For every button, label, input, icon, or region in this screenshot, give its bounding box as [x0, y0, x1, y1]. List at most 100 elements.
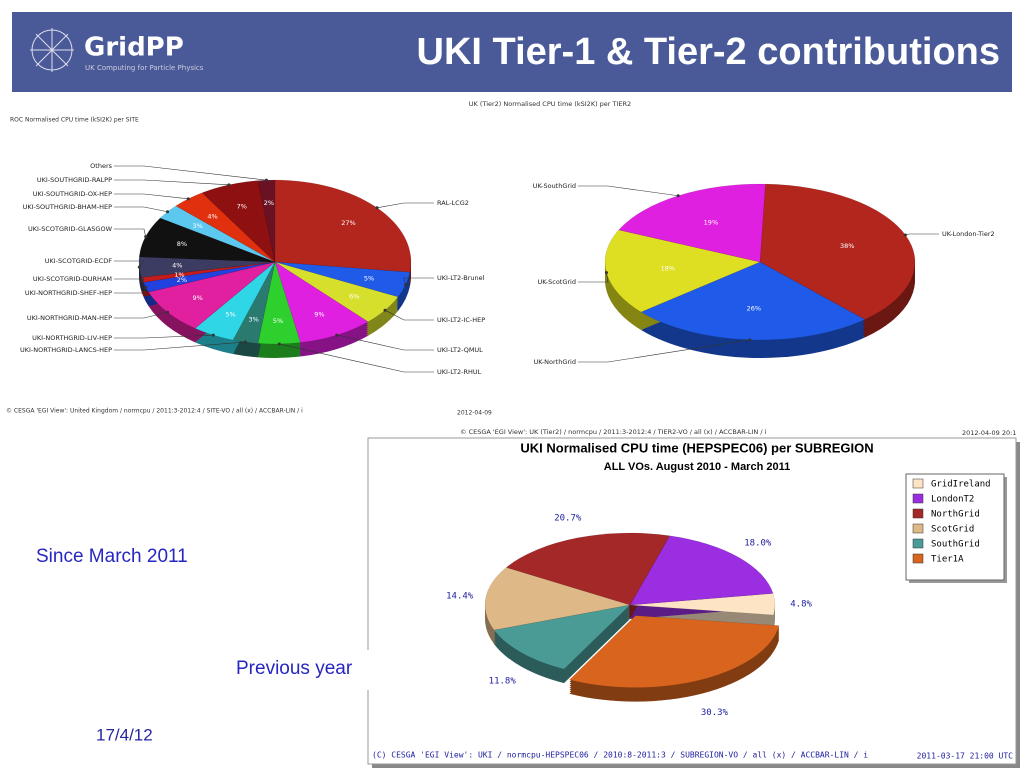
leader-line — [114, 228, 146, 237]
category-label: UK-ScotGrid — [537, 278, 576, 286]
leader-dot — [227, 183, 231, 187]
category-label: UKI-LT2-Brunel — [437, 274, 485, 282]
value-label: 19% — [704, 218, 718, 226]
category-label: UKI-LT2-IC-HEP — [437, 316, 485, 324]
leader-dot — [144, 235, 148, 239]
legend-label: NorthGrid — [931, 510, 980, 520]
chart-footer: © CESGA 'EGI View': UK (Tier2) / normcpu… — [460, 428, 767, 436]
value-label: 18% — [661, 264, 675, 272]
value-label: 4% — [172, 262, 182, 270]
legend-swatch — [912, 553, 924, 564]
legend-swatch — [912, 508, 924, 519]
leader-line — [578, 185, 679, 197]
leader-line — [114, 165, 267, 181]
category-label: UKI-SCOTGRID-ECDF — [45, 257, 113, 265]
category-label: UKI-SOUTHGRID-BHAM-HEP — [23, 203, 112, 211]
leader-dot — [335, 333, 339, 337]
category-label: UK-London-Tier2 — [942, 230, 995, 238]
value-label: 26% — [747, 305, 761, 313]
chart-footer-date: 2011-03-17 21:00 UTC — [917, 752, 1014, 761]
pie-slice — [569, 615, 780, 688]
leader-dot — [243, 340, 247, 344]
value-label: 7% — [237, 202, 247, 210]
leader-line — [114, 193, 189, 200]
leader-dot — [404, 283, 408, 287]
leader-line — [403, 277, 434, 285]
leader-line — [376, 202, 434, 209]
leader-line — [114, 341, 246, 351]
logo-tagline: UK Computing for Particle Physics — [85, 64, 204, 72]
leader-dot — [166, 210, 170, 214]
category-label: Others — [90, 162, 112, 170]
chart-title: ROC Normalised CPU time (kSI2K) per SITE — [10, 117, 139, 124]
category-label: UKI-SCOTGRID-GLASGOW — [28, 225, 113, 233]
pie-chart: 4.8% 18.0% 20.7% 14.4% 11.8% 30.3% GridIreland… — [446, 473, 1007, 718]
legend-label: Tier1A — [931, 555, 964, 565]
note: Since March 2011 — [36, 546, 188, 567]
value-label: 4% — [207, 213, 217, 221]
value-label: 9% — [314, 311, 324, 319]
chart-footer: (C) CESGA 'EGI View': UKI / normcpu-HEPS… — [372, 751, 868, 760]
category-label: UKI-SOUTHGRID-RALPP — [37, 176, 112, 184]
pie-slice — [629, 535, 774, 606]
leader-line — [114, 260, 145, 268]
chart-subtitle: ALL VOs. August 2010 - March 2011 — [604, 461, 790, 473]
category-label: UKI-NORTHGRID-LANCS-HEP — [20, 346, 112, 354]
leader-line — [114, 287, 146, 294]
leader-dot — [144, 285, 148, 289]
value-label: 14.4% — [446, 592, 474, 602]
legend-swatch — [912, 523, 924, 534]
leader-dot — [166, 310, 170, 314]
chart-footer: © CESGA 'EGI View': United Kingdom / nor… — [6, 408, 303, 415]
leader-line — [279, 343, 434, 373]
leader-dot — [903, 233, 907, 237]
leader-dot — [604, 271, 608, 275]
pie-slice — [629, 593, 776, 616]
leader-dot — [676, 194, 680, 198]
legend-swatch — [912, 478, 924, 489]
value-label: 20.7% — [554, 513, 582, 523]
leader-line — [384, 309, 434, 321]
value-label: 2% — [264, 199, 274, 207]
category-label: UKI-NORTHGRID-LIV-HEP — [32, 334, 112, 342]
category-label: UKI-SOUTHGRID-OX-HEP — [33, 190, 112, 198]
value-label: 5% — [364, 274, 374, 282]
leader-dot — [383, 308, 387, 312]
logo-mark — [30, 28, 74, 72]
legend-label: LondonT2 — [931, 495, 974, 505]
leader-dot — [264, 178, 268, 182]
chart-title: UK (Tier2) Normalised CPU time (kSI2K) p… — [469, 100, 631, 108]
leader-line — [905, 233, 939, 236]
leader-dot — [277, 342, 281, 346]
leader-dot — [186, 197, 190, 201]
chart-title: UKI Normalised CPU time (HEPSPEC06) per … — [520, 440, 873, 455]
legend-label: GridIreland — [931, 480, 991, 490]
note: Previous year — [236, 658, 353, 679]
pie-slice — [505, 532, 671, 606]
leader-line — [114, 179, 229, 186]
logo-text: GridPP — [84, 33, 184, 63]
value-label: 3% — [248, 316, 258, 324]
value-label: 18.0% — [744, 538, 772, 548]
value-label: 5% — [273, 317, 283, 325]
leader-line — [114, 311, 168, 319]
leader-dot — [140, 278, 144, 282]
value-label: 1% — [174, 271, 184, 279]
legend-swatch — [912, 493, 924, 504]
value-label: 38% — [840, 242, 854, 250]
value-label: 2% — [177, 276, 187, 284]
legend-label: ScotGrid — [931, 525, 974, 535]
category-label: UKI-SCOTGRID-DURHAM — [33, 275, 112, 283]
leader-dot — [748, 338, 752, 342]
category-label: UK-SouthGrid — [533, 182, 576, 190]
leader-line — [578, 339, 750, 363]
value-label: 8% — [177, 240, 187, 248]
value-label: 3% — [192, 222, 202, 230]
legend-label: SouthGrid — [931, 540, 980, 550]
frame-edge — [367, 650, 371, 690]
header-bar — [12, 12, 1012, 92]
chart-footer-date: 2012-04-09 20:1 — [962, 429, 1016, 437]
leader-line — [578, 272, 609, 283]
category-label: UKI-LT2-QMUL — [437, 346, 483, 354]
